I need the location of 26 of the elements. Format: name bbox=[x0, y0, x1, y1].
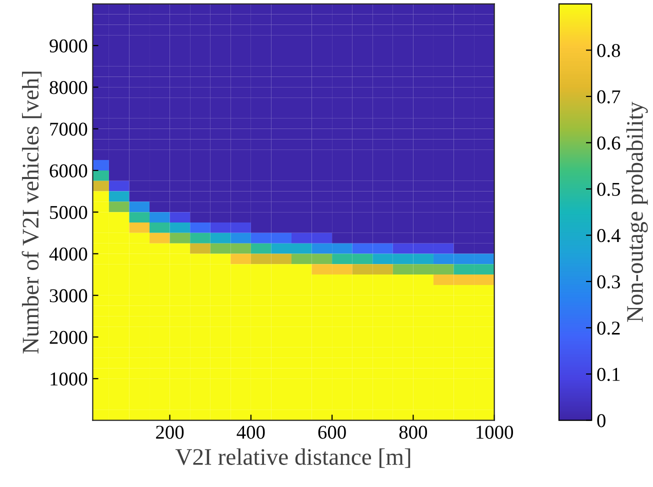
y-tick-label: 8000 bbox=[50, 80, 88, 94]
color-bar-label: 0 bbox=[597, 414, 606, 428]
x-axis-title: V2I relative distance [m] bbox=[175, 448, 410, 468]
x-tick-label: 200 bbox=[156, 426, 184, 439]
y-tick-label: 7000 bbox=[50, 122, 88, 136]
x-tick-label: 600 bbox=[318, 426, 346, 439]
y-tick-label: 2000 bbox=[50, 330, 88, 344]
x-tick-label: 400 bbox=[236, 426, 265, 439]
color-bar-label: 0.5 bbox=[597, 182, 620, 196]
y-axis-title: Number of V2I vehicles [veh] bbox=[22, 72, 42, 354]
y-tick-label: 3000 bbox=[50, 289, 88, 302]
y-tick-label: 1000 bbox=[50, 372, 88, 386]
y-tick-label: 4000 bbox=[49, 248, 88, 261]
color-bar-label: 0.6 bbox=[597, 136, 620, 150]
color-bar-label: 0.8 bbox=[597, 44, 620, 58]
y-tick-label: 6000 bbox=[50, 164, 88, 178]
y-tick-label: 5000 bbox=[50, 206, 88, 220]
x-tick-label: 1000 bbox=[476, 426, 514, 439]
x-tick-label: 800 bbox=[399, 426, 428, 439]
color-bar-title: Non-outage probability bbox=[626, 102, 648, 322]
color-bar-label: 0.1 bbox=[597, 368, 620, 382]
color-bar-label: 0.2 bbox=[597, 322, 620, 335]
color-bar-label: 0.7 bbox=[597, 90, 620, 104]
color-bar-label: 0.3 bbox=[597, 275, 620, 289]
y-tick-label: 9000 bbox=[50, 39, 88, 52]
color-bar-label: 0.4 bbox=[597, 229, 620, 242]
